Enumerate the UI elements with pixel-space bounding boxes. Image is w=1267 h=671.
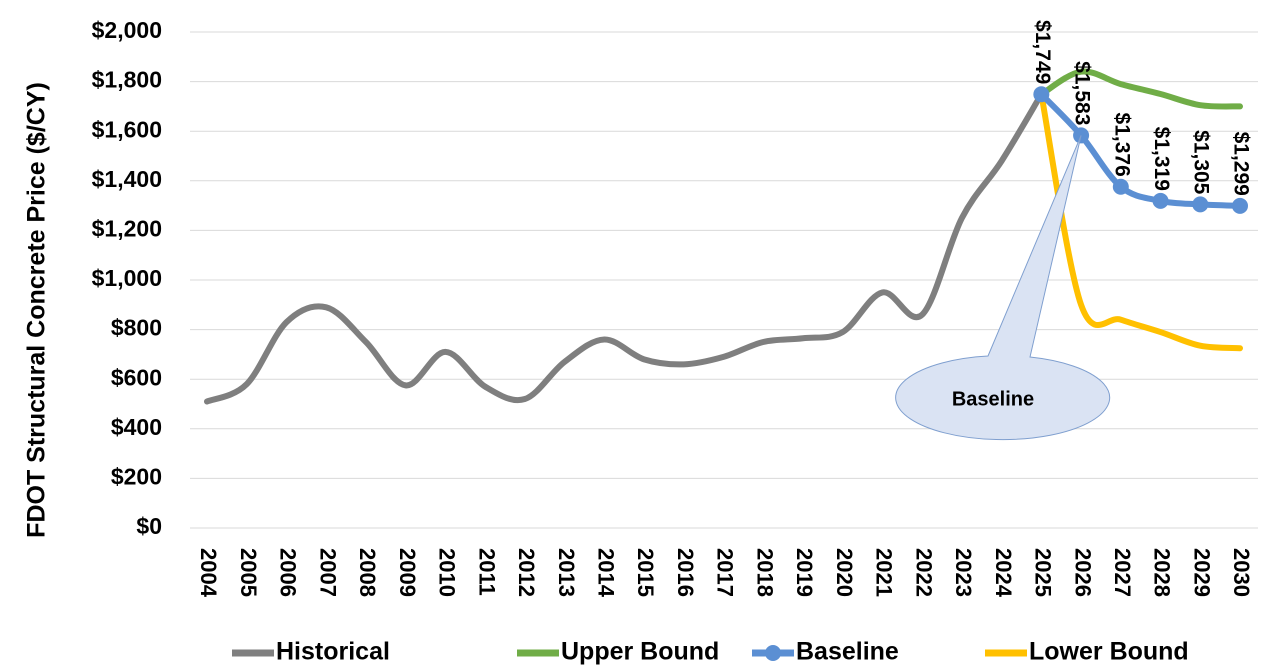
data-label: $1,299 bbox=[1229, 132, 1252, 196]
legend-item: Baseline bbox=[752, 638, 899, 666]
data-label: $1,305 bbox=[1190, 130, 1213, 195]
x-tick-label: 2004 bbox=[196, 548, 221, 598]
x-tick-label: 2013 bbox=[554, 548, 579, 597]
legend-item: Lower Bound bbox=[985, 638, 1189, 666]
y-tick-label: $0 bbox=[136, 513, 162, 539]
x-tick-label: 2020 bbox=[832, 548, 857, 597]
x-tick-label: 2015 bbox=[633, 548, 658, 597]
data-point bbox=[1152, 192, 1169, 209]
x-tick-label: 2022 bbox=[911, 548, 936, 597]
y-tick-label: $1,400 bbox=[92, 166, 162, 192]
data-label: $1,583 bbox=[1071, 61, 1094, 125]
legend-label: Lower Bound bbox=[1029, 638, 1189, 666]
x-tick-label: 2028 bbox=[1150, 548, 1175, 597]
series-line bbox=[204, 91, 1045, 405]
x-tick-label: 2021 bbox=[872, 548, 897, 597]
x-tick-label: 2009 bbox=[395, 548, 420, 597]
x-tick-label: 2026 bbox=[1070, 548, 1095, 597]
x-tick-label: 2017 bbox=[713, 548, 738, 597]
y-tick-label: $600 bbox=[111, 364, 162, 390]
y-tick-label: $2,000 bbox=[92, 17, 162, 43]
data-point bbox=[1192, 196, 1209, 213]
x-tick-label: 2018 bbox=[752, 548, 777, 597]
y-tick-label: $1,200 bbox=[92, 215, 162, 241]
legend-item: Historical bbox=[232, 638, 390, 666]
x-tick-label: 2010 bbox=[435, 548, 460, 597]
callout bbox=[895, 135, 1111, 441]
y-tick-label: $1,000 bbox=[92, 265, 162, 291]
data-point bbox=[1232, 197, 1248, 214]
y-tick-label: $400 bbox=[111, 414, 162, 440]
x-tick-label: 2005 bbox=[236, 548, 261, 597]
x-tick-label: 2023 bbox=[951, 548, 976, 597]
y-tick-label: $1,600 bbox=[92, 116, 162, 142]
legend-marker bbox=[765, 645, 781, 661]
x-tick-label: 2030 bbox=[1229, 548, 1254, 597]
x-tick-label: 2007 bbox=[315, 548, 340, 597]
legend-item: Upper Bound bbox=[517, 638, 719, 666]
y-tick-label: $1,800 bbox=[92, 67, 162, 93]
data-label: $1,319 bbox=[1150, 127, 1173, 191]
x-tick-label: 2025 bbox=[1031, 548, 1056, 597]
x-tick-label: 2016 bbox=[673, 548, 698, 597]
x-tick-label: 2011 bbox=[474, 548, 499, 596]
y-tick-label: $800 bbox=[111, 315, 162, 341]
x-tick-label: 2006 bbox=[276, 548, 301, 597]
x-tick-label: 2019 bbox=[792, 548, 817, 597]
x-tick-label: 2029 bbox=[1189, 548, 1214, 597]
legend-label: Baseline bbox=[796, 638, 899, 666]
x-tick-label: 2014 bbox=[593, 548, 618, 598]
x-tick-label: 2008 bbox=[355, 548, 380, 597]
series-line bbox=[1038, 68, 1243, 110]
data-label: $1,376 bbox=[1110, 113, 1133, 177]
x-tick-label: 2024 bbox=[991, 548, 1016, 598]
y-axis-title: FDOT Structural Concrete Price ($/CY) bbox=[23, 82, 51, 538]
data-label: $1,749 bbox=[1031, 20, 1054, 84]
data-point bbox=[1112, 178, 1129, 195]
x-tick-label: 2027 bbox=[1110, 548, 1135, 597]
callout-label: Baseline bbox=[952, 388, 1034, 410]
data-point bbox=[1033, 86, 1050, 103]
x-tick-label: 2012 bbox=[514, 548, 539, 597]
y-tick-label: $200 bbox=[111, 463, 162, 489]
legend-label: Historical bbox=[276, 638, 390, 666]
series-line bbox=[1038, 91, 1243, 352]
legend-label: Upper Bound bbox=[561, 638, 719, 666]
